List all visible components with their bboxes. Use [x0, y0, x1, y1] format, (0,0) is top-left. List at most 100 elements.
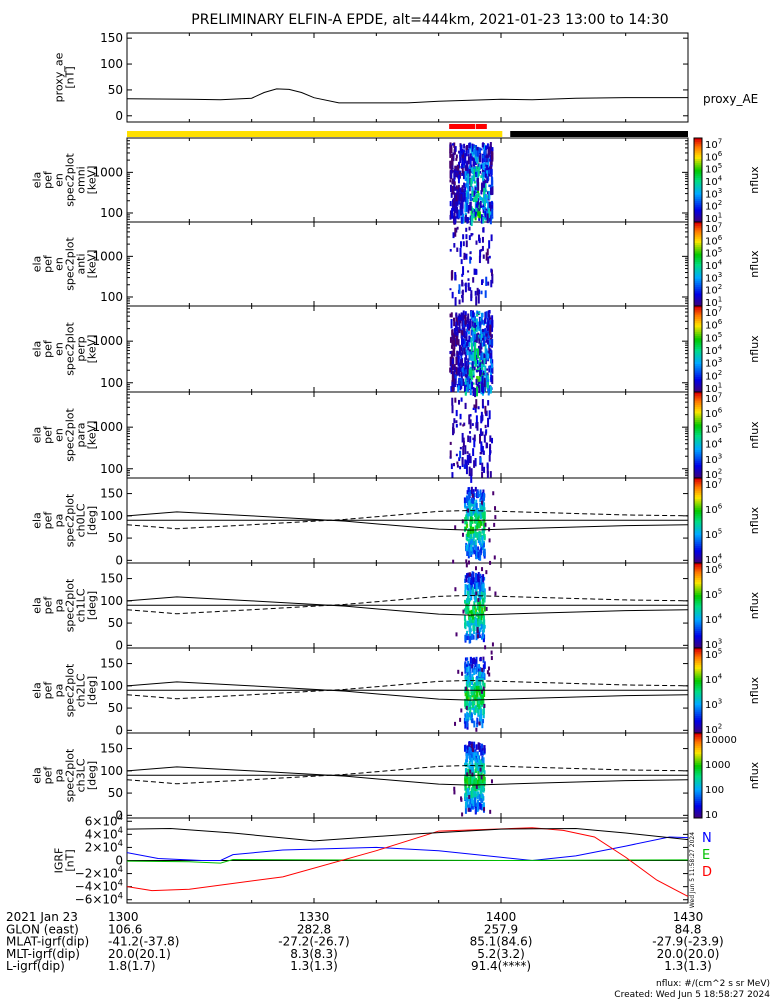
pitch-angle-pixel	[480, 695, 483, 702]
spectrogram-pixel	[478, 380, 481, 385]
pitch-angle-pixel	[468, 741, 471, 748]
pitch-angle-pixel	[480, 758, 483, 765]
spectrogram-pixel	[459, 145, 462, 153]
pitch-angle-pixel	[479, 785, 482, 791]
spectrogram-pixel	[473, 173, 476, 180]
colorbar-cell	[694, 601, 702, 604]
spectrogram-pixel	[462, 313, 465, 323]
spectrogram-pixel	[475, 353, 478, 363]
ytick-label: −2×104	[75, 864, 123, 880]
colorbar-tick-label: 107	[705, 138, 722, 152]
spectrogram-pixel	[485, 429, 488, 434]
pitch-angle-pixel	[476, 551, 479, 560]
spectrogram-pixel	[460, 352, 463, 356]
spectrogram-pixel	[473, 190, 476, 198]
colorbar-cell	[694, 707, 702, 711]
spectrogram-pixel	[474, 290, 477, 296]
spectrogram-pixel	[464, 282, 467, 293]
spectrogram-pixel	[483, 358, 486, 364]
spectrogram-pixel	[489, 209, 492, 219]
ephem-row-label: GLON (east)	[6, 922, 79, 936]
ylabel-line: ch0LC	[75, 503, 88, 537]
spectrogram-pixel	[469, 378, 472, 385]
spectrogram-pixel	[481, 279, 484, 284]
pitch-angle-pixel	[465, 695, 468, 703]
colorbar-cell	[694, 507, 702, 511]
colorbar-tick-label: 103	[705, 638, 722, 652]
ylabel-line: pef	[42, 766, 55, 785]
spectrogram-pixel	[449, 441, 452, 445]
colorbar-cell	[694, 471, 702, 475]
pitch-angle-pixel	[473, 658, 476, 663]
colorbar-cell	[694, 492, 702, 496]
spectrogram-pixel	[475, 206, 478, 212]
colorbar-cell	[694, 396, 702, 399]
colorbar-cell	[694, 338, 702, 341]
colorbar-cell	[694, 605, 702, 609]
spectrogram-pixel	[484, 211, 487, 220]
pitch-angle-pixel	[468, 665, 471, 673]
spectrogram-pixel	[455, 409, 458, 417]
pitch-angle-pixel	[477, 618, 480, 626]
spectrogram-pixel	[483, 318, 486, 324]
ytick-label: 150	[100, 657, 123, 671]
colorbar-cell	[694, 171, 702, 175]
spectrogram-pixel	[473, 268, 476, 275]
pitch-angle-pixel	[464, 526, 467, 530]
colorbar-tick-label: 106	[705, 150, 723, 164]
colorbar-cell	[694, 658, 702, 662]
pitch-angle-pixel	[464, 619, 467, 626]
spectrogram-pixel	[478, 384, 481, 394]
spectrogram-pixel	[459, 345, 462, 351]
colorbar-cell	[694, 222, 702, 225]
spectrogram-pixel	[463, 381, 466, 392]
colorbar-cell	[694, 716, 702, 719]
spectrogram-pixel	[480, 364, 483, 368]
spectrogram-pixel	[483, 434, 486, 443]
spectrogram-pixel	[481, 142, 484, 148]
spectrogram-pixel	[470, 468, 473, 477]
spectrogram-pixel	[468, 431, 471, 434]
pitch-angle-pixel	[471, 539, 474, 544]
spectrogram-pixel	[461, 150, 464, 155]
spectrogram-pixel	[481, 445, 484, 453]
ylabel-line: ela	[31, 597, 44, 614]
pitch-angle-pixel	[464, 657, 467, 661]
pitch-angle-pixel	[466, 797, 469, 803]
pitch-angle-pixel	[483, 522, 486, 530]
spectrogram-pixel	[466, 339, 469, 344]
spectrogram-pixel	[474, 322, 477, 331]
spectrogram-pixel	[472, 448, 475, 457]
spectrogram-pixel	[454, 146, 457, 152]
pitch-angle-pixel	[475, 784, 478, 789]
spectrogram-pixel	[473, 439, 476, 448]
colorbar-cell	[694, 645, 702, 649]
spectrogram-pixel	[464, 364, 467, 370]
pitch-angle-pixel	[465, 603, 468, 610]
ephem-value: 20.0(20.1)	[108, 947, 171, 961]
colorbar-cell	[694, 163, 702, 166]
spectrogram-pixel	[488, 366, 491, 373]
colorbar-cell	[694, 274, 702, 278]
colorbar-cell	[694, 652, 702, 655]
colorbar-cell	[694, 450, 702, 453]
spectrogram-pixel	[452, 232, 455, 239]
pitch-angle-pixel	[475, 675, 478, 681]
pitch-angle-pixel	[468, 794, 471, 799]
spectrogram-pixel	[470, 216, 473, 227]
pitch-angle-pixel	[477, 517, 480, 521]
ephem-value: 91.4(****)	[471, 959, 531, 973]
panel-frame-perp	[126, 305, 689, 393]
spectrogram-pixel	[462, 149, 465, 153]
colorbar-cell	[694, 357, 702, 361]
ytick-label: 4×104	[85, 825, 123, 841]
ytick-label: 0	[115, 638, 123, 652]
spectrogram-pixel	[485, 348, 488, 359]
pitch-angle-pixel	[465, 768, 468, 775]
spectrogram-pixel	[479, 195, 482, 201]
pitch-angle-pixel	[467, 560, 470, 565]
pitch-angle-pixel	[478, 721, 481, 726]
pitch-angle-pixel	[481, 493, 484, 498]
pitch-angle-pixel	[473, 610, 476, 616]
pitch-angle-pixel	[469, 586, 472, 592]
